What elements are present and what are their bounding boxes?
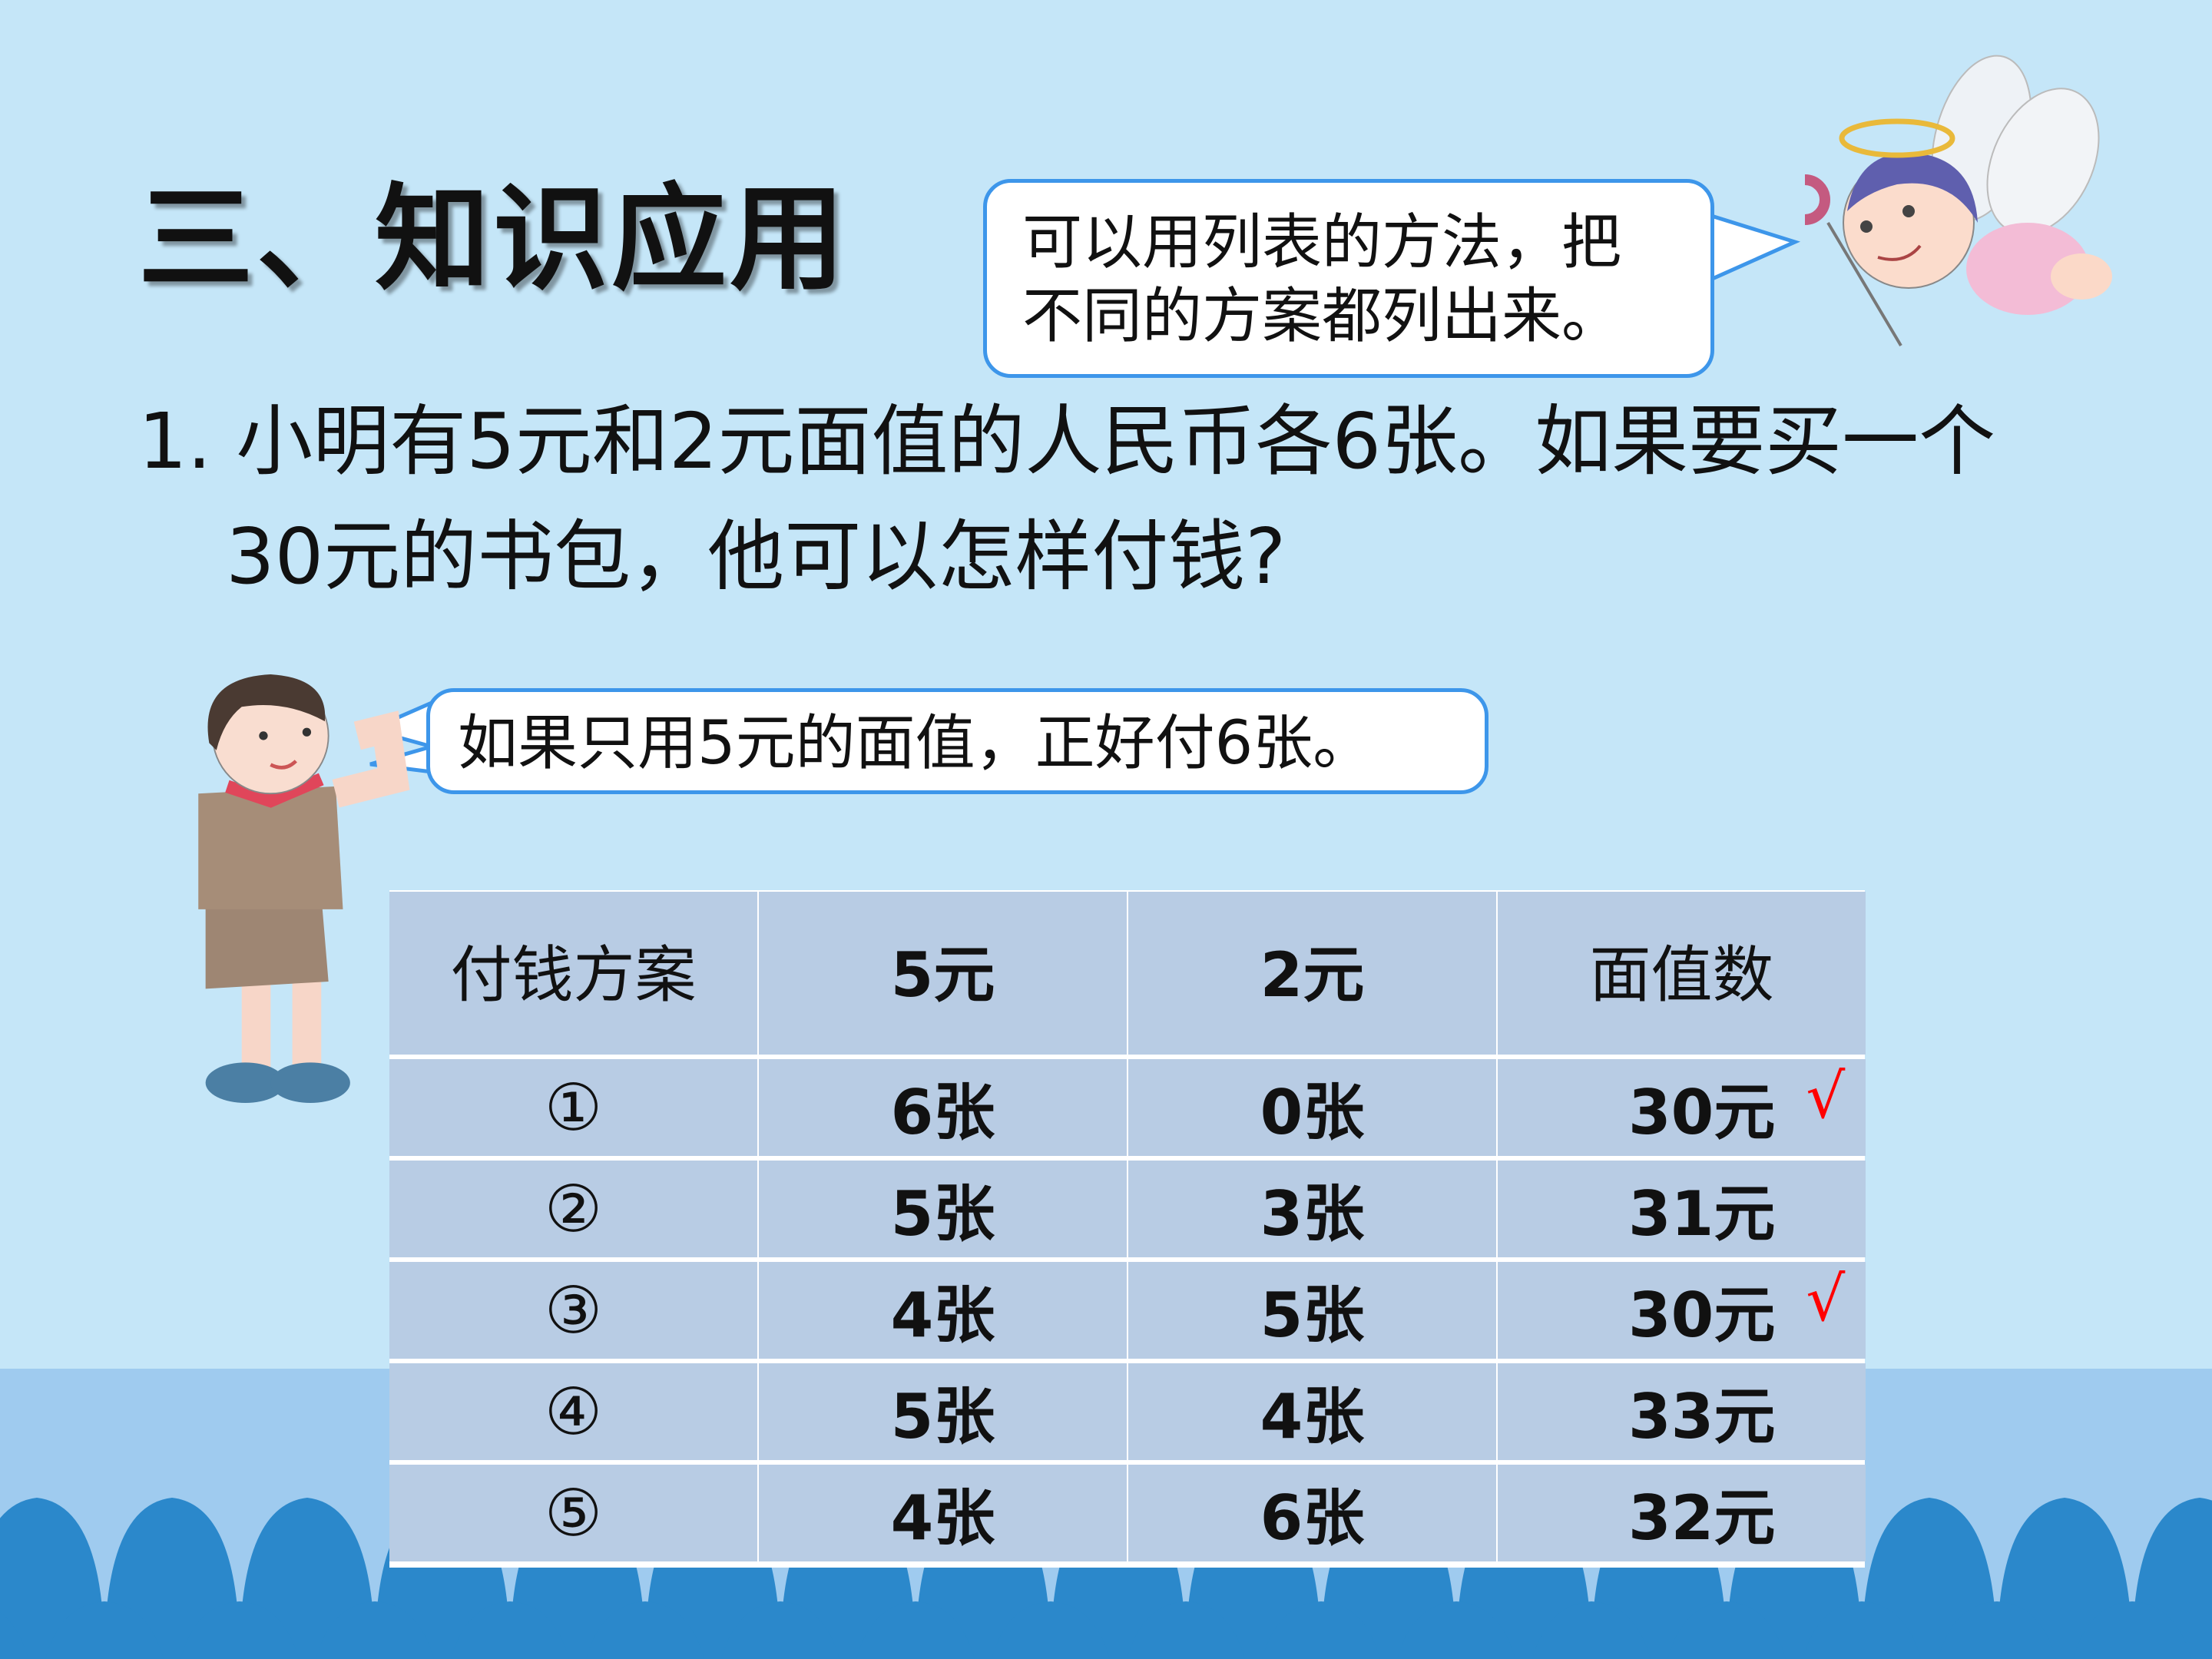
cell-5-yuan-count: 4张 (759, 1262, 1127, 1359)
cell-5-yuan-count: 4张 (759, 1465, 1127, 1561)
wave-arch (180, 1601, 299, 1659)
cell-total: 30元 √ (1498, 1059, 1866, 1156)
boy-illustration-icon (198, 674, 410, 1104)
cell-plan: ② (389, 1161, 757, 1257)
cell-2-yuan-count: 6张 (1128, 1465, 1496, 1561)
cell-plan: ④ (389, 1363, 757, 1460)
wave-arch (1803, 1601, 1921, 1659)
fairy-bubble-tail (1709, 213, 1801, 283)
fairy-speech-bubble: 可以用列表的方法，把 不同的方案都列出来。 (983, 179, 1714, 378)
wave-arch (1938, 1601, 2056, 1659)
cell-5-yuan-count: 5张 (759, 1161, 1127, 1257)
cell-total: 30元 √ (1498, 1262, 1866, 1359)
wave-arch (1397, 1601, 1515, 1659)
cell-5-yuan-count: 6张 (759, 1059, 1127, 1156)
wave-arch (721, 1601, 839, 1659)
cell-plan: ① (389, 1059, 757, 1156)
payment-plans-table: 付钱方案 5元 2元 面值数 ① 6张 0张 30元 √ ② 5张 3张 31元 ③ 4张 5张 30元… (389, 890, 1866, 1568)
wave-arch (2208, 1647, 2212, 1659)
cell-2-yuan-count: 4张 (1128, 1363, 1496, 1460)
wave-arch (1262, 1601, 1380, 1659)
wave-arch (586, 1601, 704, 1659)
cell-plan: ③ (389, 1262, 757, 1359)
wave-arch (992, 1601, 1110, 1659)
wave-arch (1532, 1601, 1651, 1659)
total-value: 33元 (1628, 1381, 1776, 1452)
question-line-1: 1. 小明有5元和2元面值的人民币各6张。如果要买一个 (138, 396, 1996, 486)
wave-arch (45, 1601, 164, 1659)
wave-arch (1127, 1601, 1245, 1659)
wave-arch (2073, 1601, 2191, 1659)
page-title: 三、知识应用 (138, 173, 849, 306)
check-mark-icon: √ (1806, 1060, 1846, 1132)
cell-5-yuan-count: 5张 (759, 1363, 1127, 1460)
total-value: 30元 (1628, 1280, 1776, 1351)
wave-arch (451, 1601, 569, 1659)
cell-total: 33元 (1498, 1363, 1866, 1460)
bubble-line: 不同的方案都列出来。 (1022, 282, 1622, 351)
cell-2-yuan-count: 0张 (1128, 1059, 1496, 1156)
total-value: 32元 (1628, 1482, 1776, 1554)
boy-speech-bubble: 如果只用5元的面值，正好付6张。 (426, 688, 1488, 794)
header-plan: 付钱方案 (389, 892, 757, 1055)
cell-total: 31元 (1498, 1161, 1866, 1257)
header-2-yuan: 2元 (1128, 892, 1496, 1055)
total-value: 30元 (1628, 1077, 1776, 1148)
header-total: 面值数 (1498, 892, 1866, 1055)
fairy-illustration-icon (1805, 55, 2112, 347)
wave-arch (0, 1612, 28, 1659)
cell-plan: ⑤ (389, 1465, 757, 1561)
cell-2-yuan-count: 5张 (1128, 1262, 1496, 1359)
check-mark-icon: √ (1806, 1263, 1846, 1335)
wave-arch (316, 1601, 434, 1659)
wave-arch (1667, 1601, 1786, 1659)
wave-arch (856, 1601, 975, 1659)
bubble-text: 如果只用5元的面值，正好付6张。 (458, 709, 1373, 778)
cell-total: 32元 (1498, 1465, 1866, 1561)
cell-2-yuan-count: 3张 (1128, 1161, 1496, 1257)
header-5-yuan: 5元 (759, 892, 1127, 1055)
bubble-line: 可以用列表的方法，把 (1022, 208, 1622, 277)
total-value: 31元 (1628, 1178, 1776, 1250)
question-line-2: 30元的书包，他可以怎样付钱? (226, 512, 1286, 601)
